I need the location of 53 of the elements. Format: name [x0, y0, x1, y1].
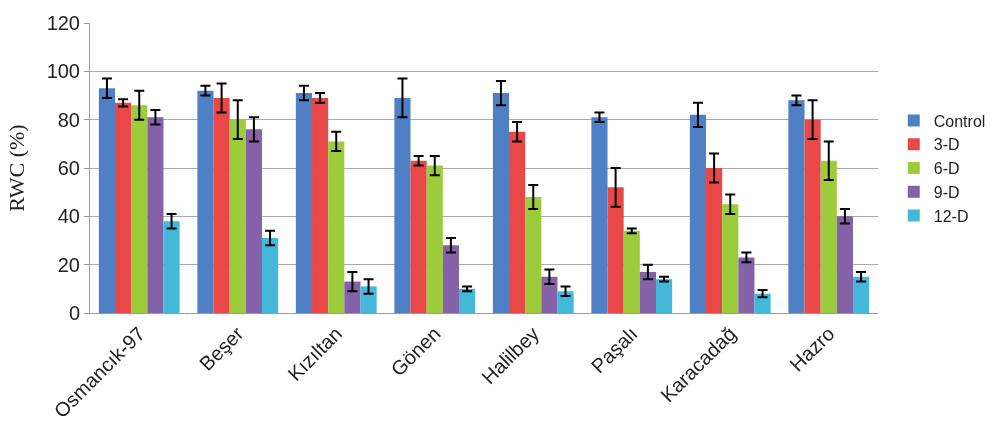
bar — [163, 221, 180, 313]
bar — [591, 117, 608, 313]
bar — [394, 97, 411, 313]
bar — [788, 100, 805, 313]
bar — [295, 93, 313, 313]
bar — [557, 291, 574, 313]
y-tick-label: 120 — [46, 12, 80, 34]
bar — [689, 114, 707, 313]
bar — [541, 276, 558, 313]
bar — [655, 279, 673, 313]
y-tick-label: 20 — [57, 253, 80, 276]
bar — [115, 102, 132, 313]
bar — [722, 204, 739, 313]
y-axis-title: RWC (%) — [4, 124, 30, 212]
y-tick-label: 40 — [57, 205, 80, 228]
y-tick-label: 100 — [46, 60, 80, 83]
bar — [509, 131, 526, 313]
bar — [442, 245, 459, 313]
bar — [410, 160, 427, 313]
bar — [312, 97, 329, 313]
bar — [706, 168, 723, 313]
bar — [147, 117, 164, 313]
y-tick-label: 80 — [57, 108, 80, 131]
legend-label: 3-D — [933, 136, 960, 154]
bar — [623, 230, 640, 313]
bar — [213, 97, 230, 313]
bar — [738, 257, 755, 313]
bar — [360, 286, 377, 313]
bar — [754, 293, 771, 313]
bar — [820, 160, 837, 313]
legend-label: 12-D — [933, 207, 969, 225]
bar — [344, 281, 361, 313]
bar — [98, 88, 116, 313]
y-tick-label: 0 — [68, 302, 80, 324]
bar — [639, 271, 656, 313]
legend-label: 9-D — [933, 184, 960, 202]
y-tick-label: 60 — [57, 157, 80, 179]
bar — [426, 165, 443, 313]
bar — [458, 288, 476, 313]
bar — [328, 141, 345, 313]
bar — [229, 119, 246, 313]
legend-label: Control — [933, 112, 986, 130]
bar — [261, 238, 279, 313]
bar — [852, 276, 870, 313]
bar — [525, 197, 542, 313]
bar — [804, 119, 821, 313]
bar — [197, 90, 214, 313]
bar — [836, 216, 853, 313]
bar — [245, 129, 262, 313]
bar — [607, 187, 624, 313]
legend-label: 6-D — [933, 160, 960, 178]
bar — [492, 93, 510, 313]
bar — [131, 105, 148, 313]
